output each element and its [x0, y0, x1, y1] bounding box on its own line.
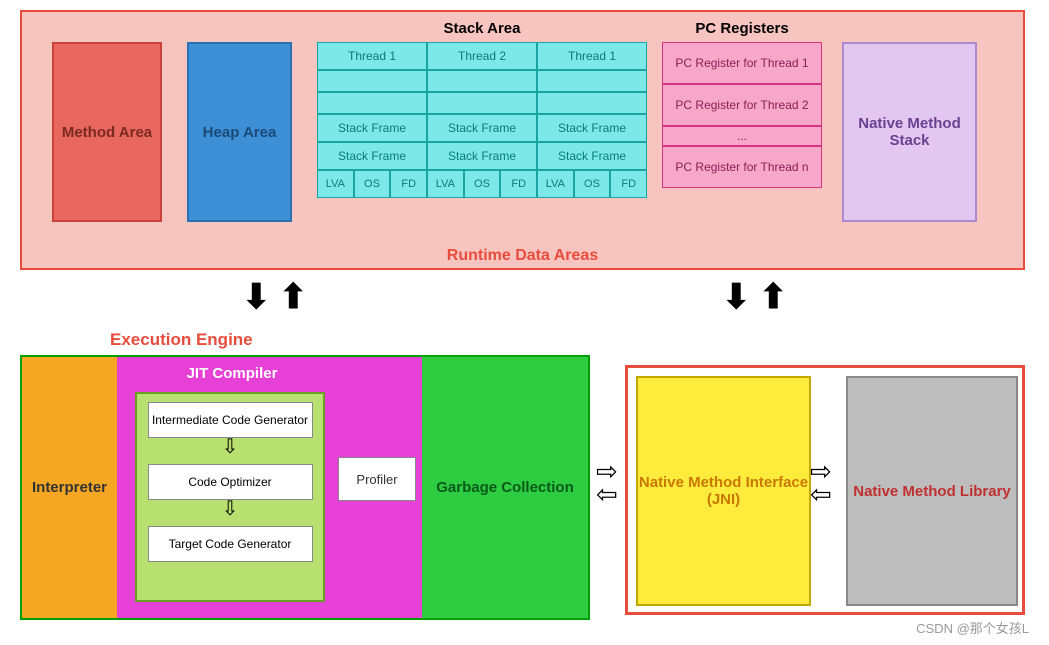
- interpreter-box: Interpreter: [22, 357, 117, 618]
- fd-cell: FD: [390, 170, 427, 198]
- native-method-stack-box: Native Method Stack: [842, 42, 977, 222]
- arrow-down-icon: ⇩: [137, 500, 323, 518]
- arrow-down-icon: ⇩: [137, 438, 323, 456]
- thread-header: Thread 2: [427, 42, 537, 70]
- method-area-box: Method Area: [52, 42, 162, 222]
- stack-frame: Stack Frame: [427, 142, 537, 170]
- stack-empty: [427, 92, 537, 114]
- thread-header: Thread 1: [537, 42, 647, 70]
- lva-cell: LVA: [317, 170, 354, 198]
- stack-col-3: Thread 1 Stack Frame Stack Frame LVA OS …: [537, 42, 647, 222]
- runtime-data-areas-title: Runtime Data Areas: [22, 247, 1023, 265]
- stack-frame: Stack Frame: [317, 142, 427, 170]
- profiler-box: Profiler: [338, 457, 416, 501]
- stack-subrow: LVA OS FD: [427, 170, 537, 198]
- stack-area-title: Stack Area: [317, 20, 647, 37]
- bidirectional-arrows-right: ⬇ ⬆: [720, 280, 789, 314]
- stack-col-2: Thread 2 Stack Frame Stack Frame LVA OS …: [427, 42, 537, 222]
- pc-register-item: PC Register for Thread 2: [662, 84, 822, 126]
- stack-subrow: LVA OS FD: [317, 170, 427, 198]
- bidirectional-arrows-h1: ⇨ ⇦: [596, 460, 618, 507]
- arrow-down-icon: ⬇: [722, 280, 751, 314]
- fd-cell: FD: [500, 170, 537, 198]
- arrow-up-icon: ⬆: [279, 280, 308, 314]
- code-optimizer-box: Code Optimizer: [148, 464, 313, 500]
- pc-register-item: PC Register for Thread n: [662, 146, 822, 188]
- native-container: Native Method Interface (JNI) Native Met…: [625, 365, 1025, 615]
- pc-registers-col: PC Register for Thread 1 PC Register for…: [662, 42, 822, 188]
- os-cell: OS: [354, 170, 391, 198]
- jni-box: Native Method Interface (JNI): [636, 376, 811, 606]
- stack-frame: Stack Frame: [537, 142, 647, 170]
- garbage-collection-box: Garbage Collection: [422, 357, 588, 618]
- stack-area-grid: Thread 1 Stack Frame Stack Frame LVA OS …: [317, 42, 647, 222]
- arrow-left-icon: ⇦: [596, 483, 618, 506]
- lva-cell: LVA: [427, 170, 464, 198]
- stack-frame: Stack Frame: [537, 114, 647, 142]
- os-cell: OS: [464, 170, 501, 198]
- target-code-generator-box: Target Code Generator: [148, 526, 313, 562]
- arrow-up-icon: ⬆: [759, 280, 788, 314]
- execution-engine-title: Execution Engine: [110, 330, 253, 350]
- stack-empty: [317, 70, 427, 92]
- thread-header: Thread 1: [317, 42, 427, 70]
- jit-compiler-container: JIT Compiler Intermediate Code Generator…: [117, 357, 422, 618]
- jit-pipeline: Intermediate Code Generator ⇩ Code Optim…: [135, 392, 325, 602]
- native-method-library-box: Native Method Library: [846, 376, 1018, 606]
- stack-subrow: LVA OS FD: [537, 170, 647, 198]
- lva-cell: LVA: [537, 170, 574, 198]
- stack-empty: [427, 70, 537, 92]
- pc-registers-title: PC Registers: [662, 20, 822, 37]
- intermediate-code-generator-box: Intermediate Code Generator: [148, 402, 313, 438]
- pc-register-ellipsis: ...: [662, 126, 822, 146]
- stack-frame: Stack Frame: [317, 114, 427, 142]
- bidirectional-arrows-left: ⬇ ⬆: [240, 280, 309, 314]
- stack-empty: [537, 70, 647, 92]
- stack-empty: [317, 92, 427, 114]
- arrow-down-icon: ⬇: [242, 280, 271, 314]
- watermark-text: CSDN @那个女孩L: [916, 618, 1029, 637]
- fd-cell: FD: [610, 170, 647, 198]
- runtime-data-areas-container: Method Area Heap Area Stack Area Thread …: [20, 10, 1025, 270]
- stack-frame: Stack Frame: [427, 114, 537, 142]
- pc-register-item: PC Register for Thread 1: [662, 42, 822, 84]
- heap-area-box: Heap Area: [187, 42, 292, 222]
- execution-engine-container: Interpreter JIT Compiler Intermediate Co…: [20, 355, 590, 620]
- stack-empty: [537, 92, 647, 114]
- os-cell: OS: [574, 170, 611, 198]
- jit-compiler-title: JIT Compiler: [117, 365, 347, 382]
- stack-col-1: Thread 1 Stack Frame Stack Frame LVA OS …: [317, 42, 427, 222]
